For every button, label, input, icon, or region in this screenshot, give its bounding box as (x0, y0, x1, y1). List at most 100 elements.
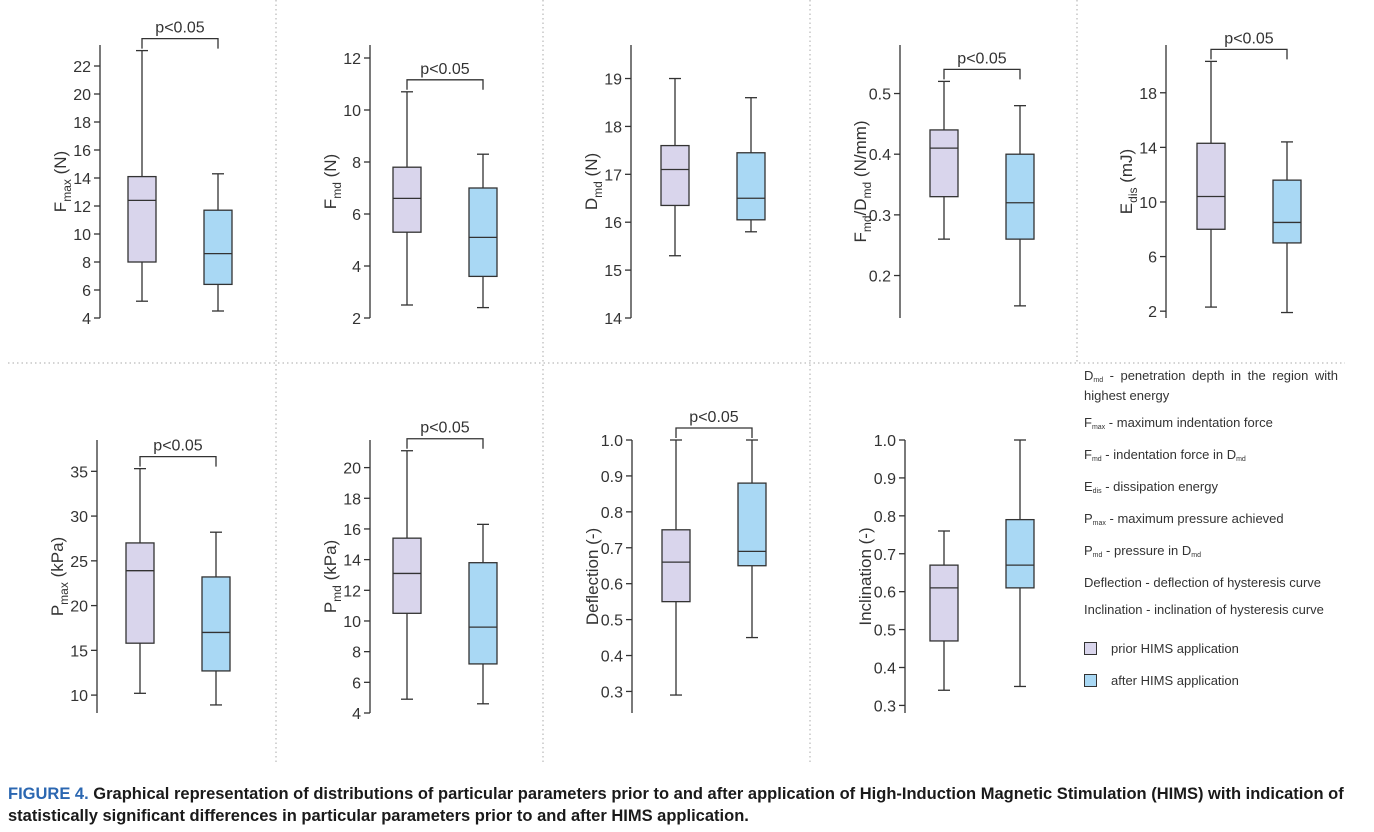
y-tick-label: 18 (1139, 86, 1157, 103)
box-iqr (929, 564, 959, 642)
boxplot-panel: 0.3 0.4 0.5 0.6 0.7 0.8 0.9 1.0 Deflection (-) p<… (583, 409, 767, 713)
definition-item: Fmax - maximum indentation force (1084, 415, 1273, 431)
legend-label: prior HIMS application (1111, 640, 1239, 656)
y-tick-label: 6 (1148, 250, 1157, 267)
box-iqr (1272, 179, 1302, 244)
y-tick-label: 0.4 (601, 649, 623, 666)
y-axis-label: Pmax (kPa) (48, 537, 71, 616)
boxplot-panel: 2 4 6 8 10 12 Fmd (N) p<0.05 (321, 45, 498, 328)
significance-label: p<0.05 (153, 438, 202, 455)
significance-bracket (139, 455, 217, 467)
y-tick-label: 6 (352, 207, 361, 224)
definition-item: Fmd - indentation force in Dmd (1084, 447, 1246, 463)
significance-label: p<0.05 (155, 20, 204, 37)
box-iqr (203, 209, 233, 286)
y-tick-label: 0.5 (601, 613, 623, 630)
y-tick-label: 15 (70, 643, 88, 660)
y-tick-label: 20 (70, 599, 88, 616)
significance-bracket (406, 79, 484, 90)
box-iqr (468, 187, 498, 278)
definition-item: Edis - dissipation energy (1084, 479, 1218, 495)
box-iqr (201, 576, 231, 672)
y-tick-label: 20 (343, 461, 361, 478)
y-tick-label: 0.9 (601, 469, 623, 486)
y-tick-label: 4 (82, 311, 91, 328)
definition-item: Pmd - pressure in Dmd (1084, 543, 1202, 559)
y-tick-label: 25 (70, 554, 88, 571)
y-tick-label: 12 (73, 199, 91, 216)
y-axis-label: Fmd/Dmd (N/mm) (851, 120, 874, 242)
y-axis-label: Pmd (kPa) (321, 540, 344, 613)
y-tick-label: 16 (73, 143, 91, 160)
y-axis-label: Fmax (N) (51, 151, 74, 212)
definitions-list: Dmd - penetration depth in the region wi… (1084, 368, 1338, 617)
y-tick-label: 20 (73, 87, 91, 104)
significance-bracket (943, 68, 1021, 80)
box-iqr (392, 537, 422, 614)
y-tick-label: 8 (352, 645, 361, 662)
caption-label: FIGURE 4. (8, 785, 89, 803)
y-axis-label: Dmd (N) (582, 153, 605, 210)
y-tick-label: 15 (604, 263, 622, 280)
definition-item: Inclination - inclination of hysteresis … (1084, 602, 1324, 617)
y-tick-label: 10 (1139, 195, 1157, 212)
y-tick-label: 2 (1148, 304, 1157, 321)
y-tick-label: 0.2 (869, 269, 891, 286)
y-tick-label: 0.3 (869, 208, 891, 225)
legend-key: after HIMS application (1084, 669, 1338, 691)
legend-label: after HIMS application (1111, 672, 1239, 688)
y-tick-label: 0.5 (869, 87, 891, 104)
caption-text: Graphical representation of distribution… (8, 785, 1344, 825)
y-tick-label: 10 (73, 227, 91, 244)
y-tick-label: 14 (604, 311, 622, 328)
legend-panel: Dmd - penetration depth in the region wi… (1084, 368, 1338, 691)
boxplot-panel: 14 15 16 17 18 19 Dmd (N) (582, 45, 766, 328)
y-tick-label: 8 (352, 155, 361, 172)
y-tick-label: 19 (604, 72, 622, 89)
y-tick-label: 16 (604, 215, 622, 232)
significance-bracket (1210, 48, 1288, 60)
definition-item: Deflection - deflection of hysteresis cu… (1084, 575, 1322, 590)
y-tick-label: 0.3 (601, 684, 623, 701)
y-tick-label: 14 (343, 553, 361, 570)
significance-bracket (141, 37, 219, 49)
y-axis-label: Edis (mJ) (1117, 149, 1140, 214)
box-iqr (125, 542, 155, 644)
y-tick-label: 6 (352, 675, 361, 692)
y-axis-label: Deflection (-) (583, 528, 602, 625)
significance-label: p<0.05 (957, 50, 1006, 67)
y-tick-label: 18 (73, 115, 91, 132)
y-tick-label: 10 (70, 688, 88, 705)
y-tick-label: 0.9 (874, 471, 896, 488)
legend-key: prior HIMS application (1084, 637, 1338, 659)
y-tick-label: 16 (343, 522, 361, 539)
box-iqr (929, 129, 959, 198)
y-tick-label: 0.4 (874, 661, 896, 678)
y-tick-label: 14 (1139, 140, 1157, 157)
y-tick-label: 1.0 (874, 433, 896, 450)
y-tick-label: 22 (73, 59, 91, 76)
y-tick-label: 0.8 (601, 505, 623, 522)
boxplot-panel: 0.3 0.4 0.5 0.6 0.7 0.8 0.9 1.0 Inclination (-) (856, 433, 1035, 715)
y-tick-label: 0.6 (601, 577, 623, 594)
y-tick-label: 8 (82, 255, 91, 272)
y-tick-label: 0.3 (874, 698, 896, 715)
box-iqr (661, 529, 691, 603)
significance-label: p<0.05 (420, 420, 469, 437)
box-iqr (127, 175, 157, 263)
definition-item: Dmd - penetration depth in the region wi… (1084, 368, 1338, 403)
significance-label: p<0.05 (420, 61, 469, 78)
boxplot-panel: 4 6 8 10 12 14 16 18 20 22 Fmax (N) p<0.05 (51, 20, 233, 328)
box-iqr (660, 144, 690, 207)
y-axis-label: Fmd (N) (321, 154, 344, 209)
y-tick-label: 4 (352, 706, 361, 723)
y-tick-label: 0.7 (874, 547, 896, 564)
box-iqr (1005, 518, 1035, 589)
significance-label: p<0.05 (1224, 30, 1273, 47)
box-iqr (737, 482, 767, 567)
y-tick-label: 18 (604, 119, 622, 136)
y-tick-label: 14 (73, 171, 91, 188)
y-tick-label: 17 (604, 167, 622, 184)
color-key: prior HIMS application after HIMS applica… (1084, 637, 1338, 691)
y-tick-label: 2 (352, 311, 361, 328)
